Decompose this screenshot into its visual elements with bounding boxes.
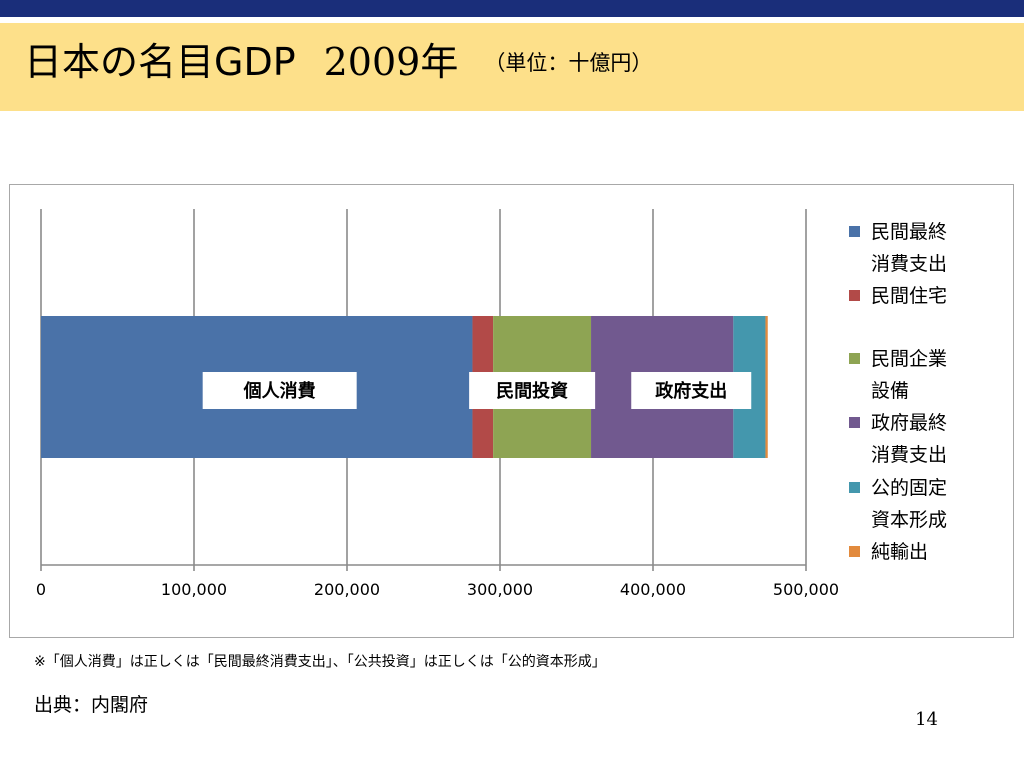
legend-swatch-1: [849, 290, 860, 301]
title-unit: （単位：十億円）: [484, 51, 653, 75]
legend-label-2-1: 設備: [871, 380, 909, 402]
title-bar: [0, 23, 1024, 111]
x-tick-label-5: 500,000: [773, 580, 839, 599]
legend-swatch-4: [849, 482, 860, 493]
legend-label-4-1: 資本形成: [871, 509, 947, 531]
annotation-label-0: 個人消費: [243, 380, 316, 402]
top-banner: [0, 0, 1024, 17]
slide-title: 日本の名目GDP 2009年 （単位：十億円）: [24, 28, 652, 88]
annotation-label-2: 政府支出: [655, 380, 727, 402]
x-tick-label-4: 400,000: [620, 580, 686, 599]
top-divider: [0, 17, 1024, 23]
title-main: 日本の名目GDP: [24, 39, 296, 84]
footnote: ※「個人消費」は正しくは「民間最終消費支出」、「公共投資」は正しくは「公的資本形…: [34, 654, 606, 670]
legend-swatch-0: [849, 226, 860, 237]
annotation-box-1: [469, 372, 596, 409]
title-year: 2009年: [323, 39, 459, 84]
page-number: 14: [915, 709, 938, 730]
legend-label-1-0: 民間住宅: [871, 285, 947, 307]
annotation-box-2: [631, 372, 752, 409]
chart-frame: 0 100,000 200,000 300,000 400,000 500,000 個人消費…: [9, 184, 1014, 638]
x-tick-label-1: 100,000: [161, 580, 227, 599]
x-tick-label-0: 0: [36, 580, 46, 599]
stacked-bar-chart: 0 100,000 200,000 300,000 400,000 500,000 個人消費…: [36, 209, 947, 599]
bar-segment-5: [765, 316, 768, 458]
x-tick-label-2: 200,000: [314, 580, 380, 599]
legend-label-0-1: 消費支出: [871, 253, 947, 275]
legend-label-0-0: 民間最終: [871, 221, 947, 243]
legend-label-2-0: 民間企業: [871, 348, 947, 370]
legend-label-3-1: 消費支出: [871, 444, 947, 466]
legend-label-4-0: 公的固定: [871, 477, 947, 499]
source-text: 出典：内閣府: [34, 694, 149, 716]
legend-label-5-0: 純輸出: [871, 541, 928, 563]
annotation-label-1: 民間投資: [496, 380, 568, 402]
legend-swatch-2: [849, 353, 860, 364]
legend-swatch-5: [849, 546, 860, 557]
x-tick-label-3: 300,000: [467, 580, 533, 599]
legend-label-3-0: 政府最終: [871, 412, 947, 434]
annotation-box-0: [202, 372, 357, 409]
legend-swatch-3: [849, 417, 860, 428]
